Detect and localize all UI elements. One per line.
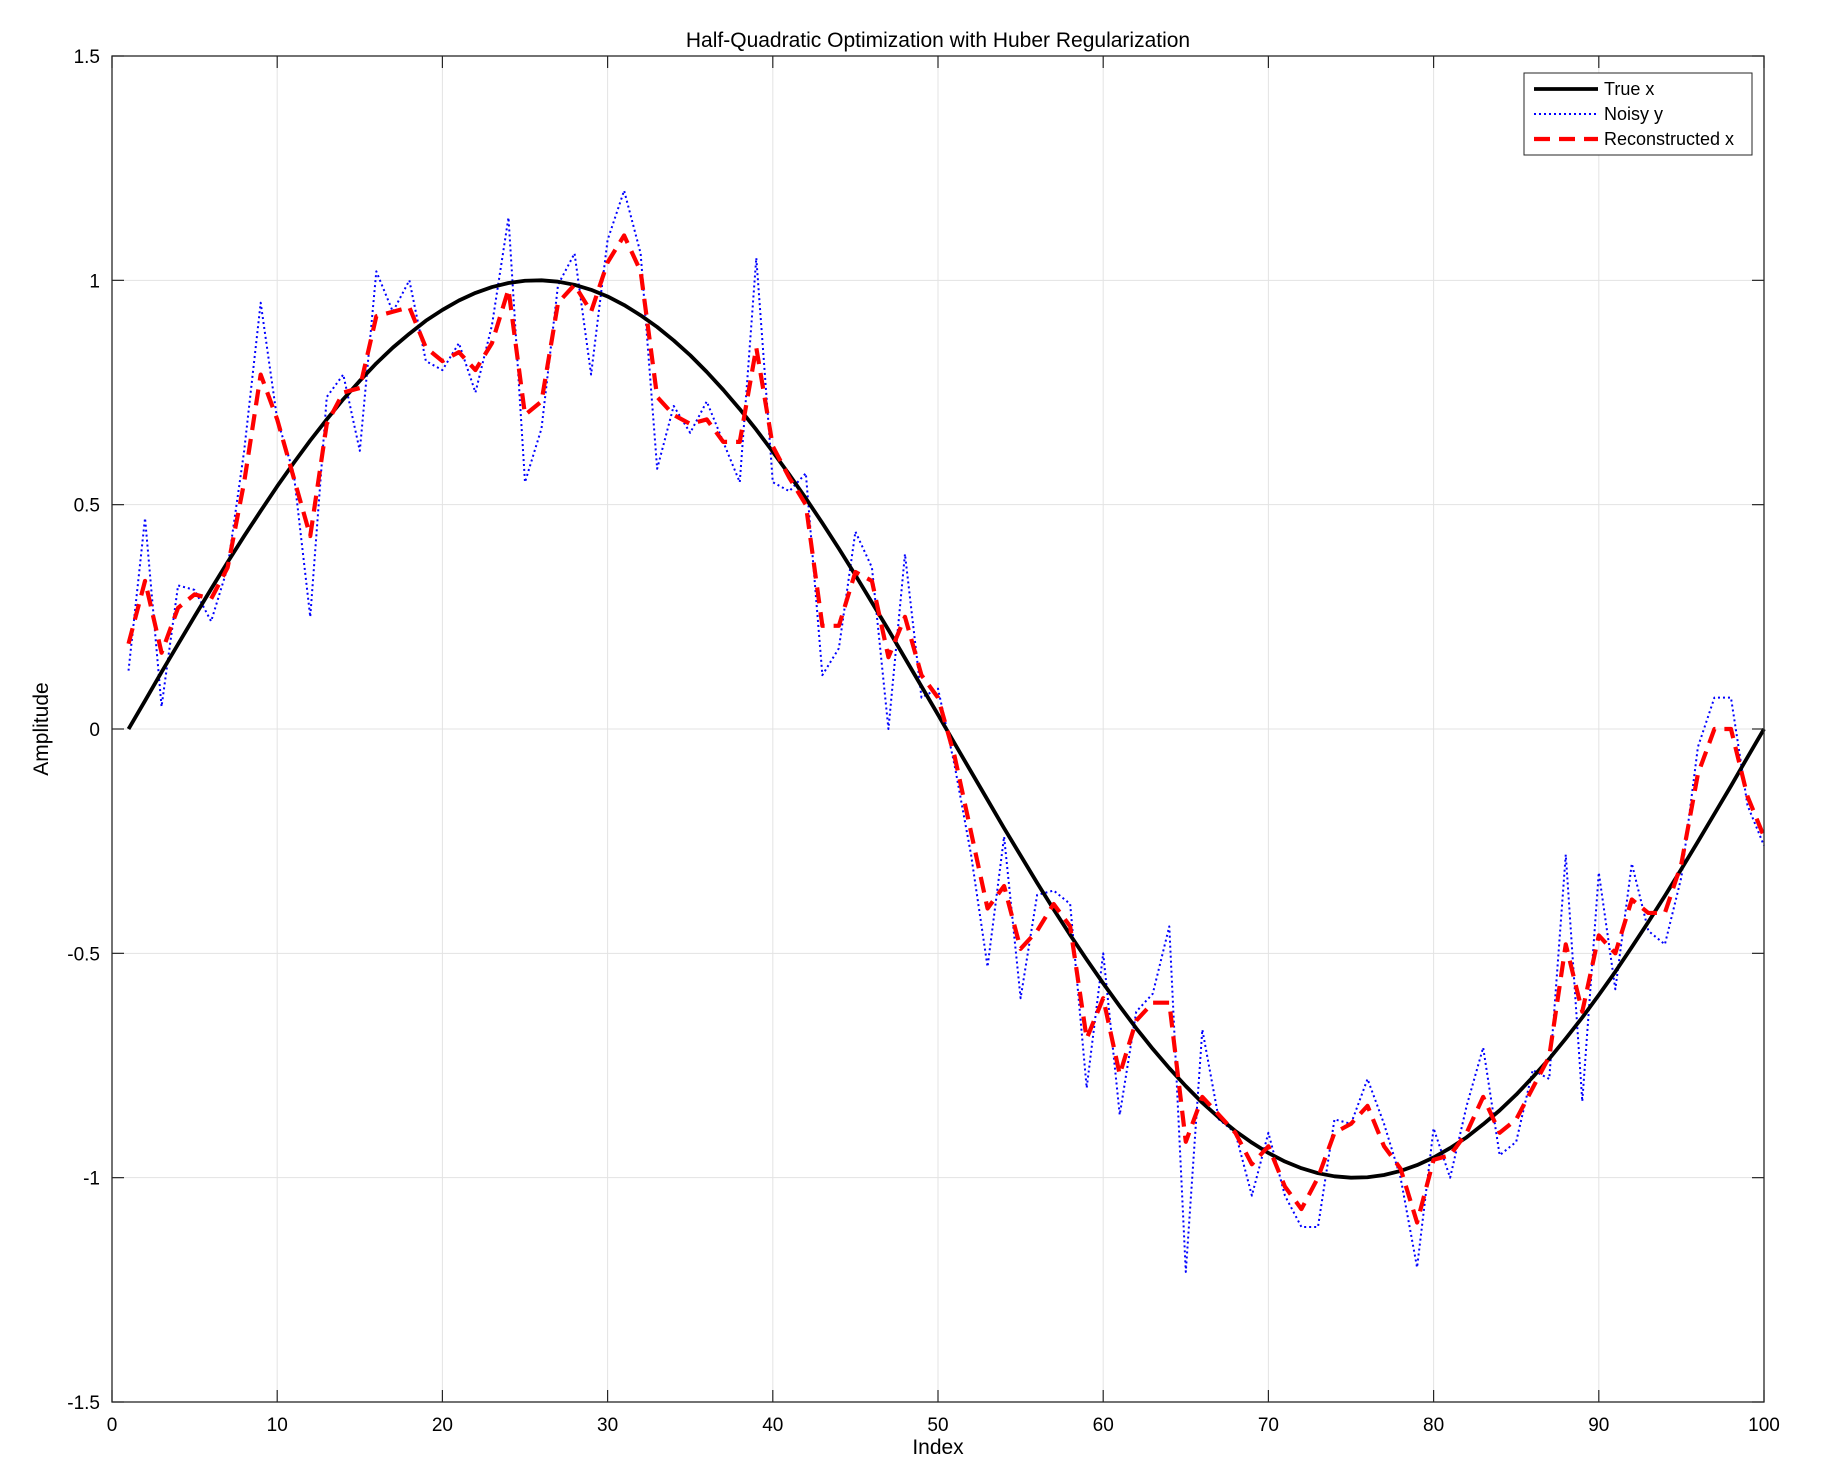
x-tick-label: 60 [1093,1415,1114,1436]
x-tick-label: 40 [762,1415,783,1436]
x-tick-label: 50 [927,1415,948,1436]
x-tick-label: 0 [107,1415,118,1436]
series-line-2 [126,233,1766,1225]
y-tick-label: 1 [89,271,100,292]
legend-label-2: Reconstructed x [1604,129,1734,149]
x-tick-label: 10 [267,1415,288,1436]
x-axis-label: Index [912,1436,964,1459]
x-tick-label: 20 [432,1415,453,1436]
y-tick-label: -1.5 [67,1393,100,1414]
x-tick-label: 80 [1423,1415,1444,1436]
y-tick-labels: -1.5 -1 -0.5 0 0.5 1 1.5 [67,47,100,1414]
x-tick-label: 90 [1588,1415,1609,1436]
y-tick-label: 1.5 [74,47,100,68]
legend-label-1: Noisy y [1604,104,1663,124]
y-axis-label: Amplitude [30,682,53,775]
y-tick-label: -1 [83,1169,100,1190]
x-tick-labels: 0 10 20 30 40 50 60 70 80 90 100 [107,1415,1780,1436]
plot-series [126,189,1766,1273]
x-tick-label: 100 [1748,1415,1780,1436]
legend-label-0: True x [1604,79,1654,99]
legend-box [1523,72,1753,156]
y-tick-label: 0.5 [74,496,100,517]
x-tick-label: 30 [597,1415,618,1436]
y-tick-label: 0 [89,720,100,741]
axis-ticks [111,55,1765,1403]
legend: True x Noisy y Reconstructed x [1523,72,1753,156]
chart-title: Half-Quadratic Optimization with Huber R… [686,29,1190,52]
x-tick-label: 70 [1258,1415,1279,1436]
y-tick-label: -0.5 [67,944,100,965]
